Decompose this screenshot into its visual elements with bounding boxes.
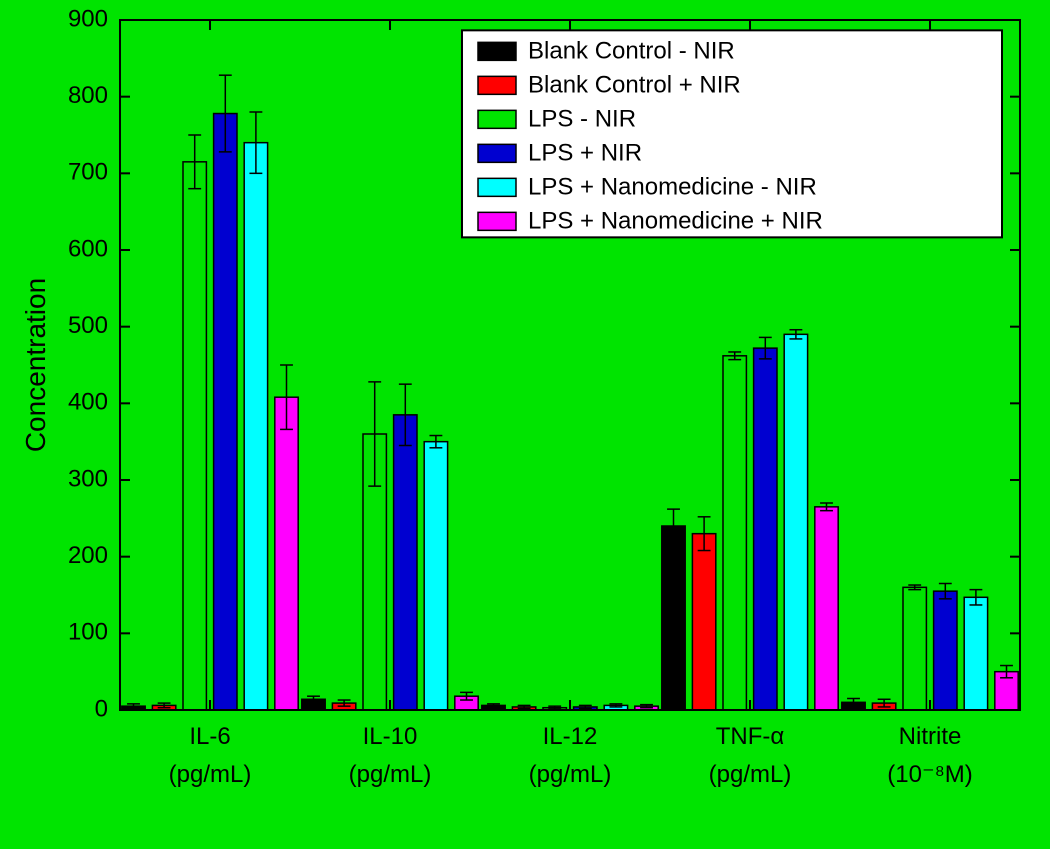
y-tick-label: 0 bbox=[95, 695, 108, 722]
y-tick-label: 100 bbox=[68, 619, 108, 646]
legend-label-nano_plus: LPS + Nanomedicine + NIR bbox=[528, 208, 823, 235]
bar-il6-nano_minus bbox=[244, 143, 267, 710]
x-label-il6-2: (pg/mL) bbox=[169, 761, 252, 788]
x-label-il10-2: (pg/mL) bbox=[349, 761, 432, 788]
bar-tnfa-blank_plus bbox=[692, 534, 715, 710]
legend: Blank Control - NIR Blank Control + NIR LP… bbox=[462, 30, 1002, 237]
legend-label-blank_plus: Blank Control + NIR bbox=[528, 72, 741, 99]
bar-tnfa-blank_minus bbox=[662, 526, 685, 710]
bar-il6-nano_plus bbox=[275, 397, 298, 710]
bar-il10-nano_minus bbox=[424, 442, 447, 710]
legend-swatch-blank_plus bbox=[478, 76, 516, 94]
legend-swatch-lps_plus bbox=[478, 144, 516, 162]
y-tick-label: 700 bbox=[68, 159, 108, 186]
legend-label-nano_minus: LPS + Nanomedicine - NIR bbox=[528, 174, 817, 201]
legend-swatch-nano_minus bbox=[478, 178, 516, 196]
bar-il6-lps_minus bbox=[183, 162, 206, 710]
x-label-nitrite-1: Nitrite bbox=[899, 723, 962, 750]
y-axis-label: Concentration bbox=[20, 278, 51, 452]
x-label-il10-1: IL-10 bbox=[363, 723, 418, 750]
chart-container: 0 100 200 300 400 500 600 700 800 900 Concentratio… bbox=[0, 0, 1050, 849]
bar-il10-lps_plus bbox=[394, 415, 417, 710]
x-label-il12-2: (pg/mL) bbox=[529, 761, 612, 788]
y-tick-label: 600 bbox=[68, 235, 108, 262]
y-tick-label: 800 bbox=[68, 82, 108, 109]
bar-tnfa-nano_plus bbox=[815, 507, 838, 710]
x-label-tnfa-1: TNF-α bbox=[716, 723, 785, 750]
legend-label-lps_plus: LPS + NIR bbox=[528, 140, 642, 167]
legend-swatch-nano_plus bbox=[478, 212, 516, 230]
legend-swatch-blank_minus bbox=[478, 42, 516, 60]
bar-tnfa-lps_minus bbox=[723, 356, 746, 710]
legend-swatch-lps_minus bbox=[478, 110, 516, 128]
bar-nitrite-lps_plus bbox=[934, 591, 957, 710]
chart-svg: 0 100 200 300 400 500 600 700 800 900 Concentratio… bbox=[0, 0, 1050, 849]
y-tick-label: 900 bbox=[68, 5, 108, 32]
bar-nitrite-nano_minus bbox=[964, 597, 987, 710]
bar-nitrite-lps_minus bbox=[903, 587, 926, 710]
x-label-il6-1: IL-6 bbox=[189, 723, 230, 750]
legend-label-lps_minus: LPS - NIR bbox=[528, 106, 636, 133]
bar-tnfa-lps_plus bbox=[754, 348, 777, 710]
bar-il6-lps_plus bbox=[214, 114, 237, 710]
y-tick-label: 200 bbox=[68, 542, 108, 569]
legend-label-blank_minus: Blank Control - NIR bbox=[528, 38, 735, 65]
y-tick-label: 300 bbox=[68, 465, 108, 492]
x-label-nitrite-2: (10⁻⁸M) bbox=[887, 761, 972, 788]
x-label-il12-1: IL-12 bbox=[543, 723, 598, 750]
y-tick-label: 400 bbox=[68, 389, 108, 416]
y-tick-label: 500 bbox=[68, 312, 108, 339]
bar-tnfa-nano_minus bbox=[784, 334, 807, 710]
x-label-tnfa-2: (pg/mL) bbox=[709, 761, 792, 788]
